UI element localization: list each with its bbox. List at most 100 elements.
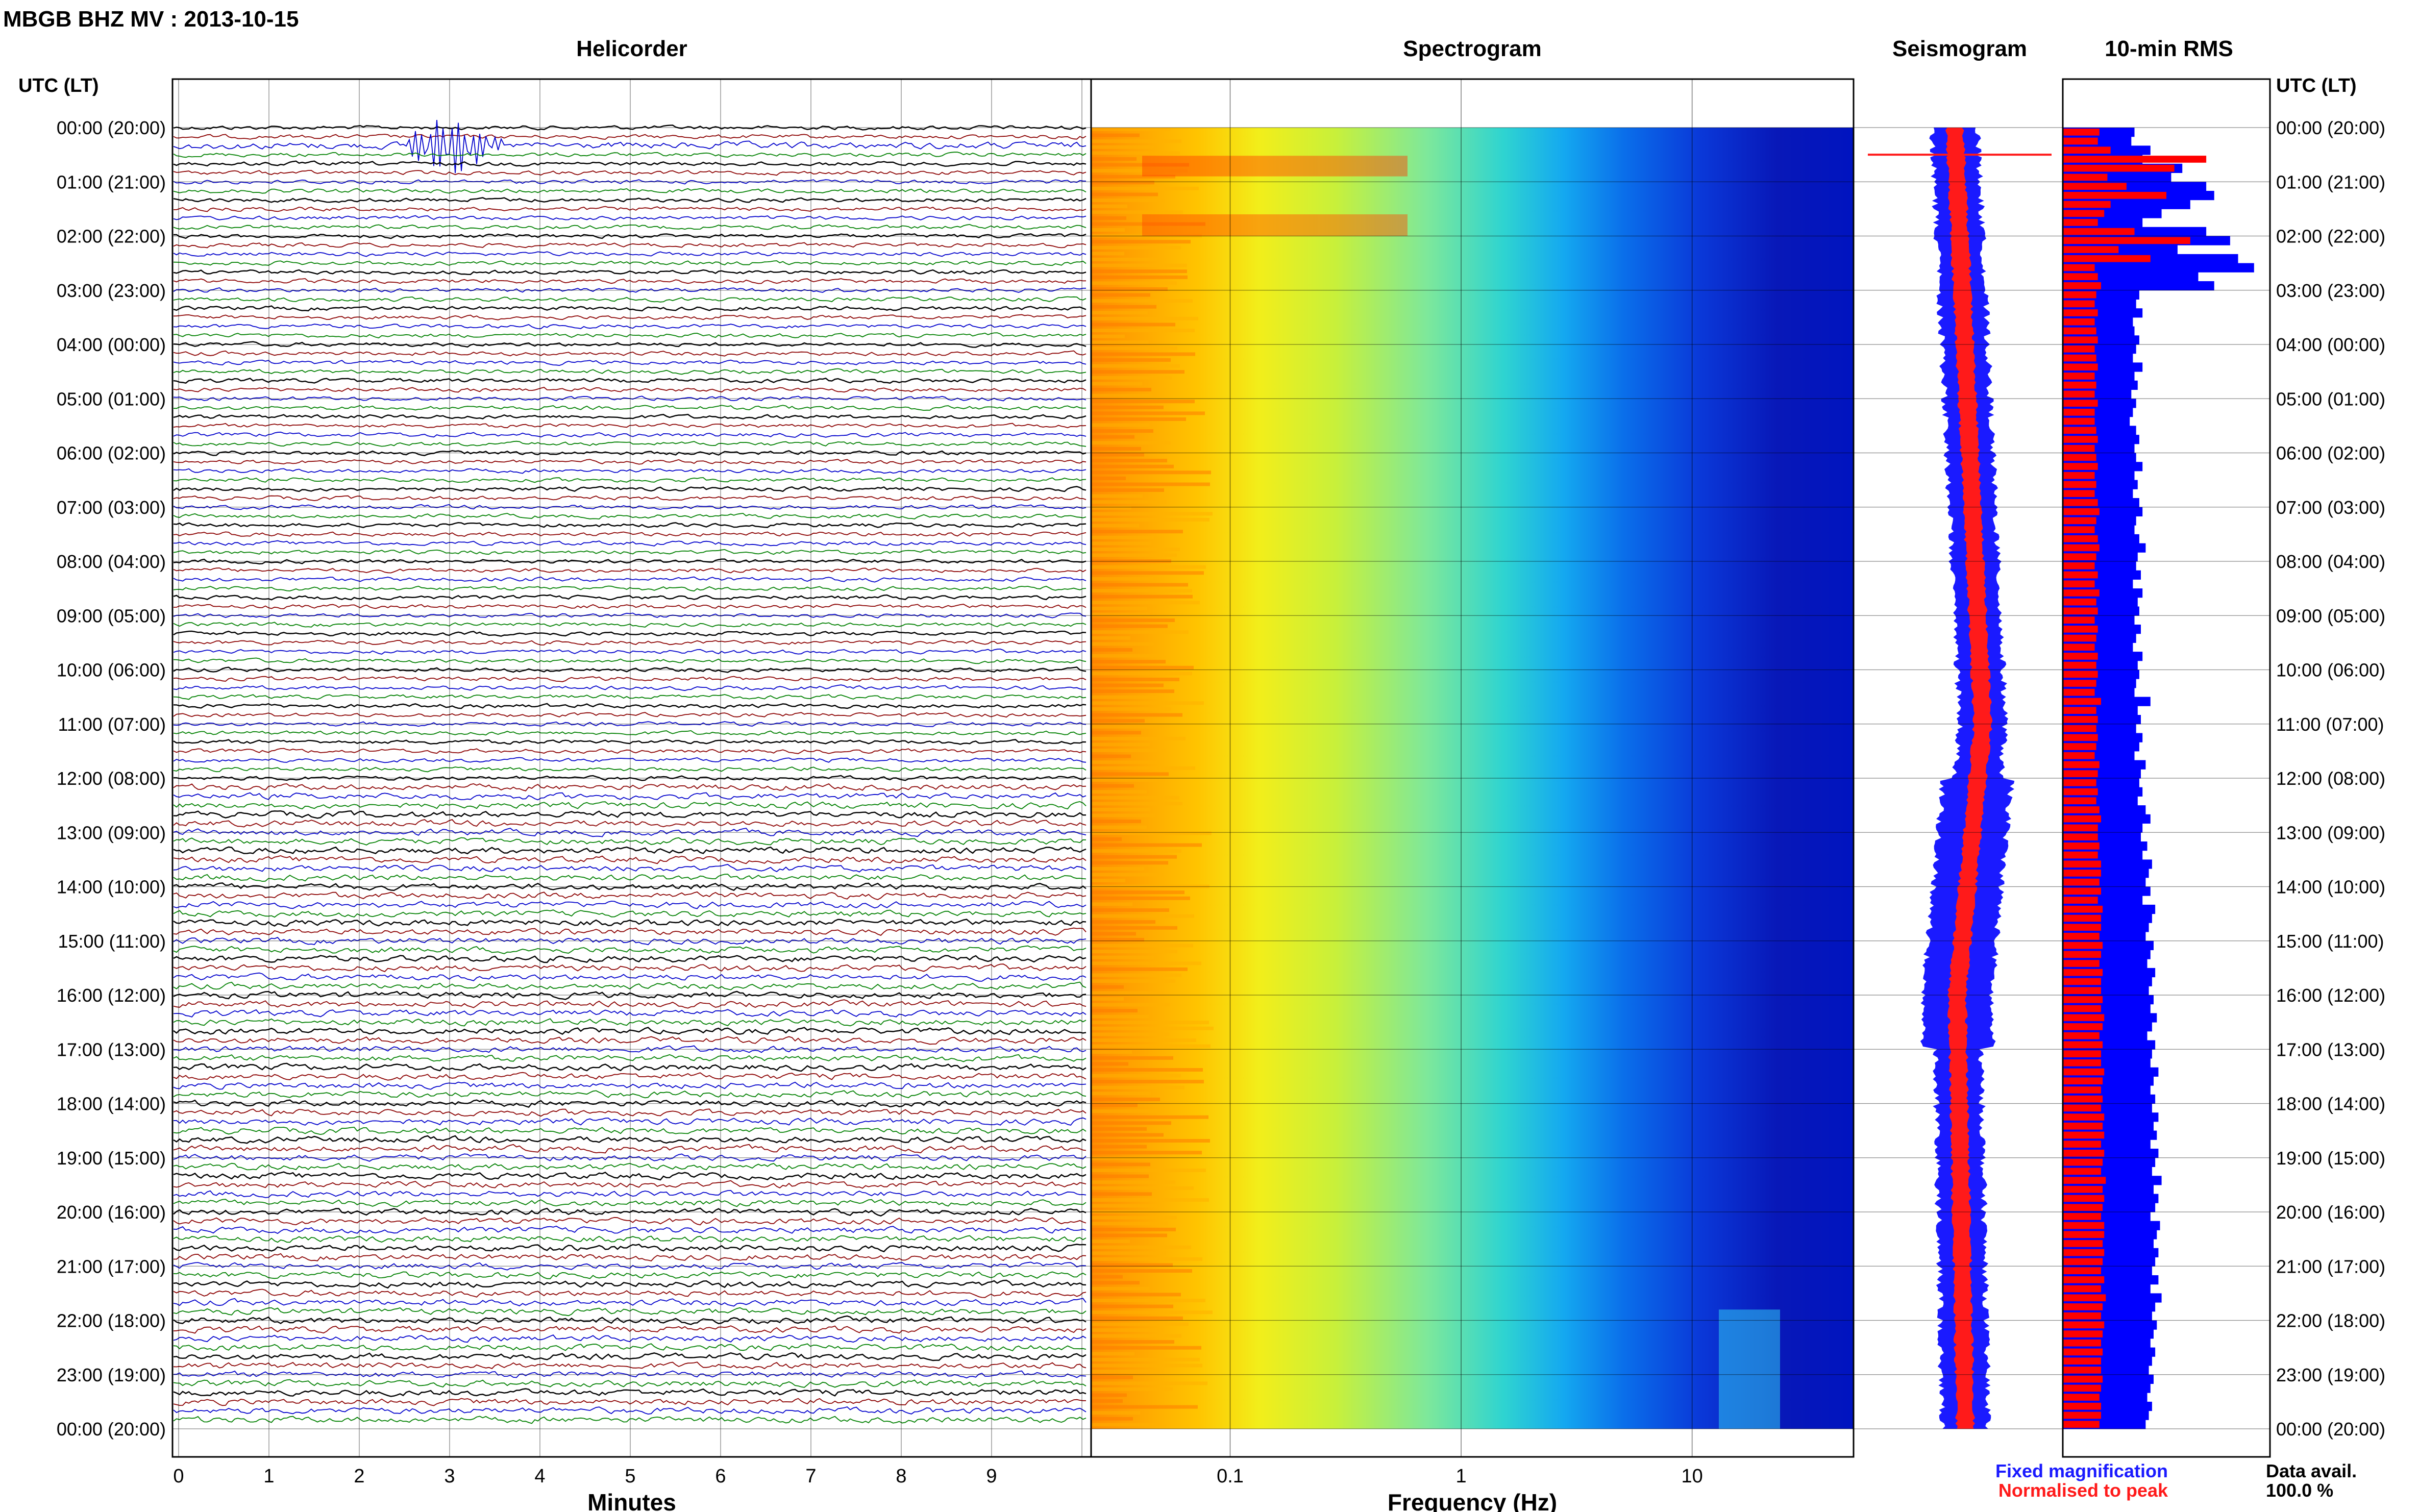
rms-bar-normalised (2063, 1005, 2101, 1012)
time-tick-label: 04:00 (00:00) (57, 334, 166, 355)
spectrogram-band (1091, 1381, 1207, 1385)
helicorder-trace (173, 585, 1087, 592)
helicorder-trace (173, 179, 1087, 185)
rms-bar-normalised (2063, 969, 2103, 976)
helicorder-trace (173, 1271, 1087, 1279)
helicorder-trace (173, 757, 1087, 763)
minutes-axis-label: Minutes (587, 1489, 676, 1512)
spectrogram-band (1091, 234, 1202, 238)
helicorder-trace (174, 206, 1087, 212)
spectrogram-band (1091, 1050, 1132, 1054)
spectrogram-band (1091, 518, 1210, 522)
rms-bar-normalised (2063, 562, 2095, 569)
helicorder-trace (173, 837, 1086, 846)
time-tick-label: 08:00 (04:00) (2276, 551, 2385, 572)
rms-bar-normalised (2063, 987, 2101, 994)
helicorder-trace (173, 864, 1087, 873)
spectrogram-band (1091, 802, 1182, 806)
spectrogram-band (1091, 1198, 1209, 1202)
spectrogram-band (1091, 736, 1186, 740)
helicorder-trace (173, 1162, 1087, 1171)
rms-bar-normalised (2063, 842, 2100, 850)
spectrogram-band (1091, 1003, 1170, 1007)
rms-bar-normalised (2063, 1077, 2103, 1085)
spectrogram-band (1091, 411, 1205, 415)
figure-title: MBGB BHZ MV : 2013-10-15 (3, 7, 299, 32)
helicorder-trace (173, 278, 1087, 284)
rms-bar-normalised (2063, 996, 2103, 1003)
helicorder-trace (173, 387, 1087, 393)
spectrogram-event (1142, 214, 1408, 236)
rms-panel (2063, 128, 2254, 1429)
spectrogram-band (1091, 447, 1141, 451)
time-tick-label: 17:00 (13:00) (2276, 1039, 2385, 1060)
spectrogram-band (1091, 630, 1189, 634)
time-tick-label: 23:00 (19:00) (57, 1365, 166, 1385)
minute-tick-label: 3 (444, 1466, 455, 1487)
rms-bar-normalised (2063, 870, 2101, 877)
time-tick-label: 07:00 (03:00) (57, 497, 166, 518)
helicorder-trace (173, 1171, 1087, 1181)
rms-bar-normalised (2063, 716, 2098, 723)
rms-bar-normalised (2063, 137, 2098, 145)
spectrogram-band (1091, 594, 1193, 599)
minute-tick-label: 7 (805, 1466, 816, 1487)
spectrogram-band (1091, 470, 1211, 475)
seismogram-fixed (1920, 128, 2015, 1429)
spectrogram-band (1091, 606, 1147, 610)
spectrogram-band (1091, 1227, 1176, 1231)
helicorder-trace (173, 1261, 1087, 1271)
time-tick-label: 00:00 (20:00) (2276, 1419, 2385, 1440)
helicorder-trace (173, 955, 1087, 963)
spectrogram-band (1091, 1334, 1181, 1338)
spectrogram-band (1091, 423, 1149, 427)
spectrogram-band (1091, 790, 1147, 794)
helicorder-trace (173, 919, 1087, 927)
rms-heading: 10-min RMS (2105, 36, 2233, 61)
spectrogram-heading: Spectrogram (1403, 36, 1541, 61)
spectrogram-band (1091, 133, 1140, 137)
spectrogram-band (1091, 459, 1167, 463)
rms-bar-normalised (2063, 273, 2098, 280)
minute-tick-label: 9 (986, 1466, 997, 1487)
rms-bar-normalised (2063, 924, 2101, 931)
spectrogram-band (1091, 1169, 1206, 1172)
seismogram-heading: Seismogram (1892, 36, 2027, 61)
rms-bar-normalised (2063, 409, 2095, 416)
rms-bar-normalised (2063, 897, 2098, 904)
helicorder-trace (173, 1072, 1087, 1081)
helicorder-trace (173, 1027, 1087, 1035)
helicorder-trace (173, 604, 1087, 609)
spectrogram-band (1091, 849, 1181, 853)
time-tick-label: 12:00 (08:00) (57, 768, 166, 789)
helicorder-trace (173, 1189, 1087, 1198)
helicorder-trace (173, 630, 1087, 637)
rms-bar-normalised (2063, 1375, 2103, 1383)
helicorder-trace (173, 251, 1087, 257)
helicorder-trace (173, 775, 1087, 781)
helicorder-trace (173, 287, 1087, 293)
spectrogram-band (1091, 861, 1168, 865)
spectrogram-band (1091, 311, 1148, 315)
time-tick-label: 20:00 (16:00) (2276, 1202, 2385, 1223)
helicorder-trace (173, 522, 1087, 529)
helicorder-trace (173, 640, 1087, 646)
spectrogram-band (1091, 228, 1125, 232)
helicorder-trace (173, 855, 1087, 864)
helicorder-trace (173, 1127, 1087, 1135)
rms-bar-normalised (2063, 1113, 2105, 1121)
time-tick-label: 21:00 (17:00) (2276, 1256, 2385, 1277)
rms-bar-normalised (2063, 1068, 2105, 1076)
spectrogram-band (1091, 535, 1154, 539)
spectrogram-texture (1091, 128, 1780, 1429)
time-tick-label: 16:00 (12:00) (57, 985, 166, 1006)
rms-bar-normalised (2063, 698, 2101, 705)
spectrogram-band (1091, 571, 1204, 575)
spectrogram-band (1091, 400, 1195, 404)
spectrogram-band (1091, 500, 1167, 504)
spectrogram-band (1091, 1162, 1150, 1167)
grid-lines (172, 79, 2270, 1457)
rms-bar-normalised (2063, 454, 2096, 461)
helicorder-trace (173, 332, 1087, 339)
rms-bar-normalised (2063, 1177, 2106, 1184)
